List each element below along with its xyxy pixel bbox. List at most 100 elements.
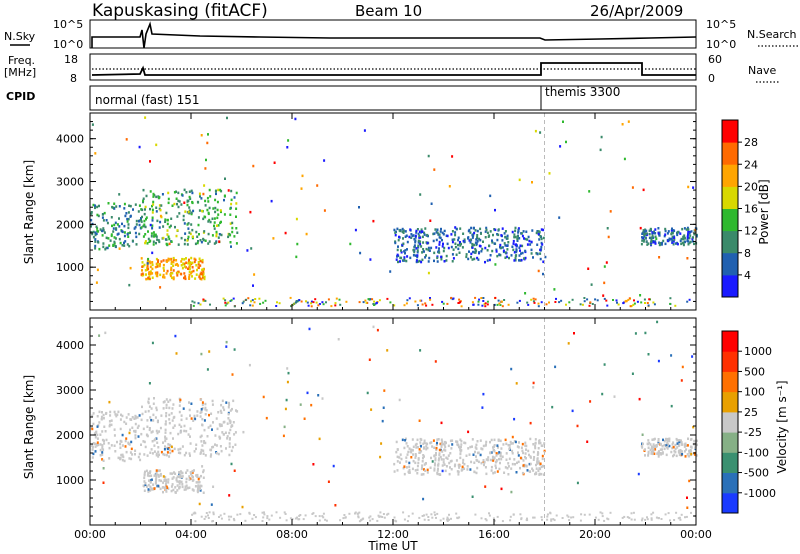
- echo-cell: [429, 441, 432, 445]
- echo-cell: [180, 480, 183, 484]
- echo-cell: [440, 227, 442, 231]
- echo-cell: [219, 209, 222, 212]
- echo-cell: [146, 434, 149, 437]
- echo-cell: [165, 403, 168, 407]
- echo-cell: [188, 270, 191, 273]
- nsearch-label: N.Search: [747, 28, 797, 41]
- echo-cell: [141, 272, 144, 275]
- echo-cell: [490, 469, 493, 472]
- echo-cell: [679, 232, 682, 235]
- echo-cell: [517, 227, 520, 230]
- echo-cell: [492, 459, 495, 462]
- colorbar-tick-label: 100: [744, 386, 765, 399]
- echo-cell: [689, 438, 692, 441]
- echo-cell: [92, 422, 95, 426]
- echo-cell: [170, 485, 173, 488]
- echo-cell: [436, 469, 439, 472]
- echo-cell: [511, 462, 514, 466]
- echo-cell: [515, 250, 518, 254]
- scatter-cell: [627, 120, 630, 123]
- echo-cell: [661, 445, 664, 448]
- echo-cell: [437, 464, 440, 467]
- echo-cell: [170, 271, 173, 275]
- echo-cell: [539, 248, 542, 252]
- scatter-cell: [94, 152, 97, 155]
- echo-cell: [132, 208, 134, 211]
- echo-cell: [433, 469, 436, 472]
- echo-cell: [113, 444, 116, 447]
- echo-cell: [538, 441, 541, 445]
- echo-cell: [105, 236, 108, 240]
- echo-cell: [171, 407, 174, 410]
- echo-cell: [394, 231, 397, 234]
- echo-cell: [169, 398, 172, 402]
- scatter-cell: [334, 504, 337, 507]
- echo-cell: [226, 422, 229, 425]
- echo-cell: [185, 417, 188, 420]
- echo-cell: [400, 457, 403, 461]
- echo-cell: [531, 229, 534, 232]
- ground-cell: [275, 511, 278, 514]
- echo-cell: [445, 254, 448, 258]
- ground-cell: [208, 511, 211, 514]
- echo-cell: [123, 202, 126, 206]
- echo-cell: [159, 474, 162, 477]
- echo-cell: [650, 240, 653, 243]
- ground-cell: [474, 513, 477, 516]
- echo-cell: [676, 439, 679, 442]
- ground-cell: [534, 298, 537, 301]
- echo-cell: [144, 482, 147, 485]
- echo-cell: [186, 239, 189, 242]
- echo-cell: [489, 254, 492, 257]
- echo-cell: [505, 442, 508, 446]
- echo-cell: [185, 471, 187, 474]
- echo-cell: [529, 462, 532, 466]
- echo-cell: [640, 242, 643, 246]
- echo-cell: [422, 442, 425, 446]
- echo-cell: [105, 411, 108, 415]
- noise-tick-left-top: 10^5: [53, 18, 83, 31]
- ground-cell: [245, 298, 248, 301]
- echo-cell: [194, 242, 197, 246]
- echo-cell: [410, 448, 413, 451]
- echo-cell: [676, 231, 679, 235]
- echo-cell: [180, 272, 183, 276]
- echo-cell: [210, 448, 213, 452]
- echo-cell: [457, 236, 460, 239]
- echo-cell: [191, 471, 194, 474]
- echo-cell: [405, 456, 408, 459]
- echo-cell: [415, 260, 418, 264]
- echo-cell: [398, 229, 401, 232]
- echo-cell: [396, 255, 398, 258]
- echo-cell: [124, 240, 127, 243]
- echo-cell: [214, 443, 216, 446]
- echo-cell: [486, 249, 489, 252]
- echo-cell: [481, 447, 484, 451]
- echo-cell: [201, 276, 204, 279]
- echo-cell: [525, 457, 527, 460]
- echo-cell: [476, 466, 479, 470]
- echo-cell: [534, 444, 537, 448]
- echo-cell: [418, 451, 421, 454]
- echo-cell: [235, 207, 238, 210]
- echo-cell: [453, 238, 456, 241]
- colorbar-tick-label: 8: [744, 247, 751, 260]
- echo-cell: [463, 238, 466, 241]
- echo-cell: [423, 231, 426, 235]
- echo-cell: [229, 241, 232, 244]
- echo-cell: [457, 247, 460, 251]
- echo-cell: [214, 206, 217, 210]
- echo-cell: [155, 477, 158, 481]
- echo-cell: [501, 227, 504, 230]
- echo-cell: [410, 233, 413, 236]
- echo-cell: [190, 417, 193, 420]
- echo-cell: [188, 273, 191, 277]
- echo-cell: [426, 471, 429, 474]
- echo-cell: [468, 250, 470, 253]
- echo-cell: [438, 251, 441, 254]
- echo-cell: [473, 257, 476, 261]
- ground-cell: [650, 513, 653, 516]
- ground-cell: [646, 302, 649, 304]
- echo-cell: [146, 454, 149, 457]
